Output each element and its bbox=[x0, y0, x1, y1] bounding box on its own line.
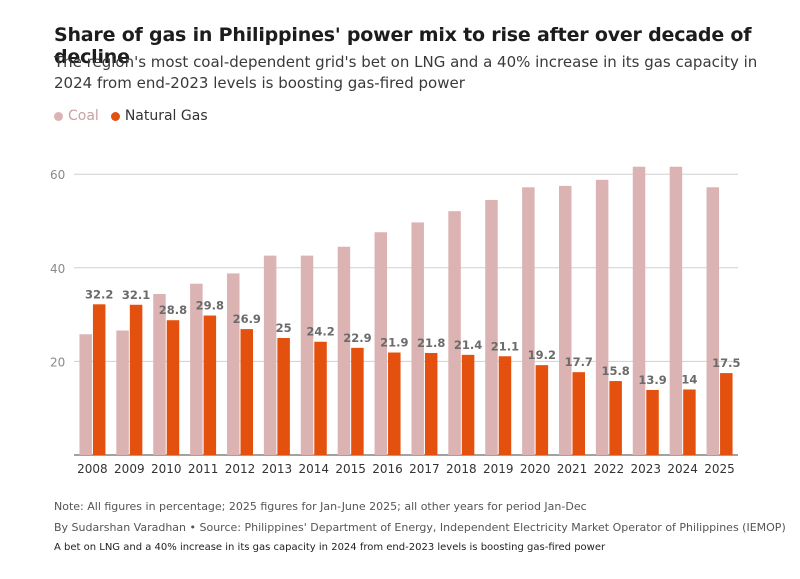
gas-data-label-2024: 14 bbox=[681, 372, 697, 386]
coal-bar-2022 bbox=[595, 179, 609, 455]
coal-bar-2014 bbox=[300, 255, 314, 455]
x-tick-label-2025: 2025 bbox=[704, 462, 735, 476]
gas-bar-2010 bbox=[166, 320, 180, 455]
chart-subtitle: The region's most coal-dependent grid's … bbox=[54, 53, 758, 92]
gas-bar-2020 bbox=[535, 365, 549, 455]
coal-bar-2020 bbox=[522, 187, 535, 455]
gas-bar-2018 bbox=[461, 354, 475, 455]
gas-data-label-2013: 25 bbox=[276, 321, 292, 335]
gas-bar-2012 bbox=[240, 329, 253, 455]
gas-data-label-2011: 29.8 bbox=[196, 299, 224, 313]
x-tick-label-2009: 2009 bbox=[114, 462, 145, 476]
x-tick-label-2017: 2017 bbox=[409, 462, 440, 476]
legend-item-coal: Coal bbox=[54, 108, 99, 124]
gas-bar-2022 bbox=[609, 381, 622, 455]
gas-bar-2009 bbox=[129, 304, 143, 455]
x-tick-label-2024: 2024 bbox=[667, 462, 698, 476]
x-tick-label-2012: 2012 bbox=[225, 462, 256, 476]
gas-data-label-2025: 17.5 bbox=[712, 356, 740, 370]
bar-chart: 20 40 60 32.2 2008 32.1 2009 28.8 2010 29.8 2011 26… bbox=[50, 166, 740, 476]
x-tick-label-2021: 2021 bbox=[557, 462, 588, 476]
coal-bar-2023 bbox=[632, 166, 646, 455]
chart-note: Note: All figures in percentage; 2025 fi… bbox=[54, 500, 587, 513]
coal-bar-2016 bbox=[374, 232, 388, 455]
coal-bar-2011 bbox=[190, 283, 203, 455]
coal-bar-2024 bbox=[669, 166, 683, 455]
x-tick-label-2023: 2023 bbox=[631, 462, 662, 476]
legend-swatch-coal bbox=[54, 111, 63, 121]
coal-bar-2021 bbox=[559, 185, 572, 455]
coal-bar-2013 bbox=[263, 255, 277, 455]
legend-swatch-gas bbox=[110, 111, 120, 121]
gas-data-label-2021: 17.7 bbox=[565, 355, 593, 369]
y-tick-label-20: 20 bbox=[50, 355, 65, 369]
x-tick-label-2015: 2015 bbox=[335, 462, 366, 476]
coal-bar-2015 bbox=[337, 246, 351, 455]
x-tick-label-2019: 2019 bbox=[483, 462, 514, 476]
legend-label-coal: Coal bbox=[68, 108, 99, 124]
legend-label-gas: Natural Gas bbox=[124, 108, 208, 124]
gas-data-label-2019: 21.1 bbox=[491, 339, 519, 353]
gas-data-label-2010: 28.8 bbox=[159, 303, 187, 317]
gas-bar-2015 bbox=[351, 347, 364, 455]
chart-title: Share of gas in Philippines' power mix t… bbox=[54, 24, 752, 68]
coal-bar-2025 bbox=[706, 187, 720, 455]
gas-data-label-2020: 19.2 bbox=[528, 348, 556, 362]
y-tick-label-60: 60 bbox=[50, 168, 65, 182]
x-tick-label-2020: 2020 bbox=[520, 462, 551, 476]
gas-bar-2024 bbox=[683, 389, 696, 455]
x-tick-label-2014: 2014 bbox=[299, 462, 330, 476]
x-tick-label-2008: 2008 bbox=[77, 462, 108, 476]
x-tick-label-2016: 2016 bbox=[372, 462, 403, 476]
coal-bar-2018 bbox=[448, 211, 461, 455]
x-tick-label-2013: 2013 bbox=[262, 462, 293, 476]
y-tick-label-40: 40 bbox=[50, 262, 65, 276]
coal-bar-2012 bbox=[227, 273, 240, 455]
gas-bar-2014 bbox=[314, 341, 327, 455]
coal-bar-2017 bbox=[411, 222, 424, 455]
gas-data-label-2009: 32.1 bbox=[122, 288, 150, 302]
coal-bar-2008 bbox=[79, 334, 92, 455]
gas-data-label-2012: 26.9 bbox=[233, 312, 261, 326]
gas-bar-2008 bbox=[92, 304, 106, 455]
gas-data-label-2015: 22.9 bbox=[343, 331, 371, 345]
gas-data-label-2017: 21.8 bbox=[417, 336, 445, 350]
gas-bar-2011 bbox=[203, 315, 217, 455]
gas-bar-2013 bbox=[277, 338, 290, 455]
gas-bar-2021 bbox=[572, 372, 585, 455]
coal-bar-2009 bbox=[116, 330, 129, 455]
legend: Coal Natural Gas bbox=[54, 108, 208, 124]
gas-data-label-2022: 15.8 bbox=[601, 364, 629, 378]
gas-data-label-2014: 24.2 bbox=[306, 325, 334, 339]
x-tick-label-2018: 2018 bbox=[446, 462, 477, 476]
x-tick-label-2022: 2022 bbox=[594, 462, 625, 476]
x-tick-label-2010: 2010 bbox=[151, 462, 182, 476]
chart-byline: By Sudarshan Varadhan • Source: Philippi… bbox=[54, 521, 786, 534]
coal-bar-2019 bbox=[485, 199, 498, 455]
legend-item-gas: Natural Gas bbox=[110, 108, 208, 124]
x-tick-label-2011: 2011 bbox=[188, 462, 219, 476]
gas-data-label-2018: 21.4 bbox=[454, 338, 482, 352]
gas-bar-2017 bbox=[424, 352, 438, 455]
gas-data-label-2008: 32.2 bbox=[85, 287, 113, 301]
gas-bar-2023 bbox=[646, 389, 659, 455]
coal-bar-2010 bbox=[153, 294, 166, 455]
chart-caption: A bet on LNG and a 40% increase in its g… bbox=[54, 542, 606, 553]
gas-bar-2016 bbox=[388, 352, 401, 455]
gas-data-label-2023: 13.9 bbox=[638, 373, 666, 387]
gas-bar-2019 bbox=[498, 356, 512, 455]
gas-data-label-2016: 21.9 bbox=[380, 336, 408, 350]
gas-bar-2025 bbox=[720, 373, 733, 455]
